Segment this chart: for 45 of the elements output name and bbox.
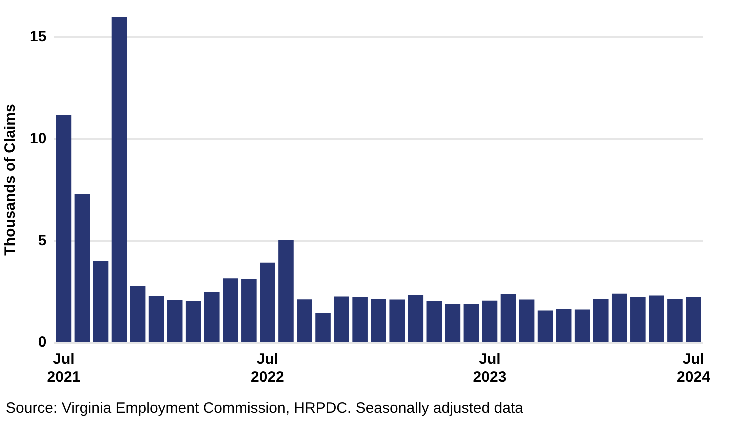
y-tick-label: 15	[30, 28, 47, 46]
bar	[464, 304, 480, 342]
bar	[242, 279, 257, 342]
bar	[445, 304, 461, 342]
bar	[574, 310, 590, 342]
bar	[74, 194, 90, 342]
bar	[56, 115, 72, 342]
bar	[278, 240, 294, 342]
bar	[93, 262, 109, 342]
bar	[390, 300, 406, 342]
bar	[593, 299, 609, 342]
x-tick-label: Jul 2024	[677, 351, 712, 386]
x-tick-label: Jul 2023	[473, 351, 507, 386]
bar	[352, 297, 368, 342]
bar	[538, 310, 554, 342]
bar	[556, 309, 572, 342]
y-tick-label: 0	[38, 334, 47, 352]
bar	[612, 294, 628, 342]
bar	[112, 17, 128, 342]
bar	[186, 301, 202, 342]
bar	[148, 296, 164, 342]
bar	[408, 296, 424, 342]
bar	[519, 300, 535, 342]
bar	[297, 300, 312, 342]
bar	[686, 297, 702, 342]
y-tick-label: 5	[38, 232, 47, 250]
bar	[426, 301, 442, 342]
bar	[223, 278, 238, 342]
bar	[668, 298, 683, 342]
y-axis-title: Thousands of Claims	[2, 104, 20, 256]
bar	[371, 298, 386, 342]
bar	[649, 296, 664, 342]
bar	[260, 262, 276, 342]
bar	[316, 313, 331, 342]
bar	[482, 300, 498, 342]
bar	[500, 294, 516, 342]
bar	[167, 300, 183, 342]
x-tick-label: Jul 2022	[251, 351, 284, 386]
bar	[334, 296, 350, 342]
x-tick-label: Jul 2021	[47, 351, 81, 386]
bar	[630, 297, 646, 342]
bar	[130, 286, 146, 342]
y-tick-label: 10	[30, 130, 47, 148]
source-note: Source: Virginia Employment Commission, HRPDC. Seasonally adjusted data	[6, 400, 524, 417]
bar	[204, 292, 220, 342]
